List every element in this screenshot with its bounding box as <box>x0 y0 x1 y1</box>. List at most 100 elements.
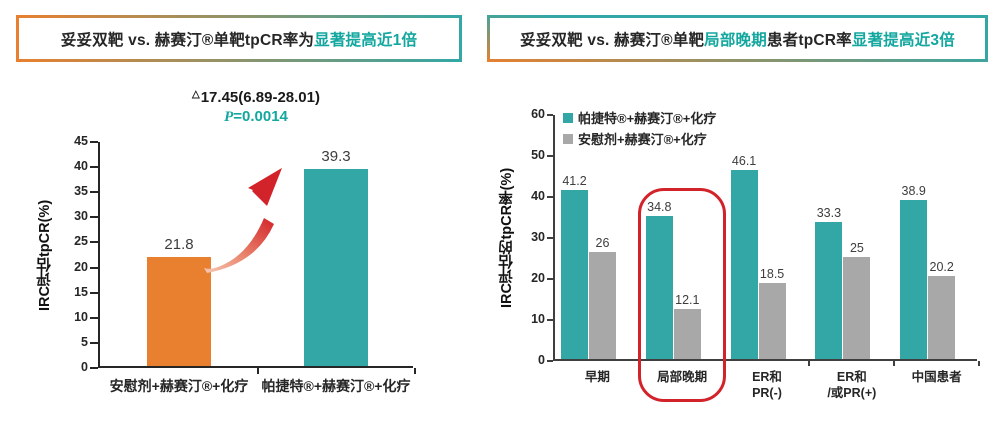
delta-value: 17.45(6.89-28.01) <box>200 89 320 106</box>
category-label: ER和 PR(-) <box>752 370 782 401</box>
p-value: =0.0014 <box>233 107 288 125</box>
y-tick-label: 60 <box>531 107 545 121</box>
p-symbol: P <box>224 108 234 125</box>
y-tick-mark <box>90 266 98 269</box>
x-tick-mark <box>978 361 980 366</box>
category-label: 早期 <box>584 370 610 384</box>
y-tick-label: 5 <box>81 334 88 349</box>
legend-swatch-gray-icon <box>563 133 573 144</box>
x-tick-mark <box>723 361 726 366</box>
bar <box>561 190 588 359</box>
value-label: 46.1 <box>731 153 757 168</box>
y-tick-label: 40 <box>531 189 545 203</box>
value-label: 26 <box>595 236 610 251</box>
y-tick-label: 30 <box>531 230 545 244</box>
left-headline-text: 妥妥双靶 vs. 赫赛汀®单靶tpCR率为 <box>60 31 315 49</box>
delta-annotation: △17.45(6.89-28.01) P=0.0014 <box>138 89 374 127</box>
category-label: ER和 /或PR(+) <box>827 370 877 401</box>
y-tick-label: 40 <box>74 159 88 174</box>
legend-item-pertuzumab: 帕捷特®+赫赛汀®+化疗 <box>563 108 716 127</box>
bar <box>645 216 673 359</box>
right-headline-highlight-1: 局部晚期 <box>704 31 767 49</box>
bar <box>900 199 928 359</box>
x-tick-mark <box>638 361 641 366</box>
value-label: 34.8 <box>647 200 672 215</box>
y-tick-mark <box>547 360 553 362</box>
x-tick-mark <box>893 361 896 366</box>
y-tick-mark <box>547 319 553 321</box>
value-label: 12.1 <box>675 293 700 308</box>
y-tick-mark <box>90 291 98 294</box>
legend-item-placebo: 安慰剂+赫赛汀®+化疗 <box>563 129 716 148</box>
bar <box>843 256 871 359</box>
y-tick-label: 20 <box>531 271 545 285</box>
x-tick-mark <box>414 368 416 374</box>
y-tick-mark <box>547 196 553 198</box>
y-tick-mark <box>90 141 98 143</box>
legend: 帕捷特®+赫赛汀®+化疗 安慰剂+赫赛汀®+化疗 <box>563 108 716 148</box>
right-plot: 0 10 20 30 40 50 60 41.2 26 早期 34.8 12.1 局部晚期 46.1 18.… <box>531 107 980 400</box>
value-label: 20.2 <box>929 260 954 275</box>
value-label: 41.2 <box>562 174 587 189</box>
y-tick-label: 30 <box>74 209 88 224</box>
y-tick-label: 0 <box>81 360 88 374</box>
value-label: 18.5 <box>759 267 785 282</box>
increase-arrow-icon <box>204 168 282 273</box>
category-label: 安慰剂+赫赛汀®+化疗 <box>109 378 249 394</box>
legend-label-pertuzumab: 帕捷特®+赫赛汀®+化疗 <box>578 111 717 126</box>
delta-line: △17.45(6.89-28.01) <box>138 89 374 108</box>
category-label: 中国患者 <box>911 370 962 384</box>
y-tick-label: 35 <box>74 184 88 199</box>
triangle-symbol: △ <box>192 89 200 100</box>
value-label: 38.9 <box>901 183 926 198</box>
y-tick-mark <box>547 155 553 157</box>
value-label: 39.3 <box>321 147 351 165</box>
bar <box>304 168 368 366</box>
y-tick-label: 15 <box>74 284 88 299</box>
y-tick-label: 20 <box>74 259 88 274</box>
left-headline: 妥妥双靶 vs. 赫赛汀®单靶tpCR率为 显著提高近1倍 <box>19 18 459 59</box>
y-tick-mark <box>90 216 98 219</box>
right-headline-box: 妥妥双靶 vs. 赫赛汀®单靶 局部晚期 患者tpCR率 显著提高近3倍 <box>487 15 988 62</box>
right-headline-highlight-2: 显著提高近3倍 <box>851 31 955 49</box>
left-y-axis-label: IRC评估tpCR(%) <box>37 199 53 311</box>
y-tick-mark <box>547 114 553 116</box>
bar <box>758 283 786 359</box>
bar <box>730 170 758 359</box>
y-tick-mark <box>547 278 553 280</box>
category-label: 局部晚期 <box>657 370 708 384</box>
y-tick-mark <box>90 316 98 319</box>
right-headline-text-2: 患者tpCR率 <box>766 31 852 49</box>
right-headline-text-1: 妥妥双靶 vs. 赫赛汀®单靶 <box>520 31 705 49</box>
y-tick-label: 45 <box>74 134 88 148</box>
left-plot: 0 5 10 15 20 25 30 35 40 45 21.8 安慰剂+赫赛汀®+化疗 39.3 帕捷特… <box>74 134 416 394</box>
y-tick-mark <box>90 367 98 369</box>
value-label: 33.3 <box>816 206 842 221</box>
value-label: 25 <box>849 240 864 255</box>
x-tick-mark <box>808 361 811 366</box>
value-label: 21.8 <box>164 235 194 253</box>
bar <box>673 309 701 359</box>
left-headline-highlight: 显著提高近1倍 <box>314 31 418 49</box>
y-tick-mark <box>90 241 98 244</box>
y-tick-mark <box>90 341 98 344</box>
y-tick-mark <box>547 237 553 239</box>
x-tick-mark <box>256 368 259 374</box>
y-tick-mark <box>90 191 98 194</box>
y-tick-label: 10 <box>531 312 545 326</box>
y-tick-label: 50 <box>531 148 545 162</box>
bar <box>815 222 843 359</box>
legend-label-placebo: 安慰剂+赫赛汀®+化疗 <box>578 132 707 147</box>
y-tick-label: 0 <box>538 353 545 367</box>
category-label: 帕捷特®+赫赛汀®+化疗 <box>261 378 411 394</box>
y-tick-mark <box>90 166 98 169</box>
y-tick-label: 25 <box>74 234 88 249</box>
bar <box>589 252 616 359</box>
left-headline-box: 妥妥双靶 vs. 赫赛汀®单靶tpCR率为 显著提高近1倍 <box>16 15 462 62</box>
y-tick-label: 10 <box>74 309 88 324</box>
p-value-line: P=0.0014 <box>138 108 374 127</box>
legend-swatch-teal-icon <box>563 112 573 123</box>
bar <box>147 256 211 366</box>
right-headline: 妥妥双靶 vs. 赫赛汀®单靶 局部晚期 患者tpCR率 显著提高近3倍 <box>490 18 985 59</box>
